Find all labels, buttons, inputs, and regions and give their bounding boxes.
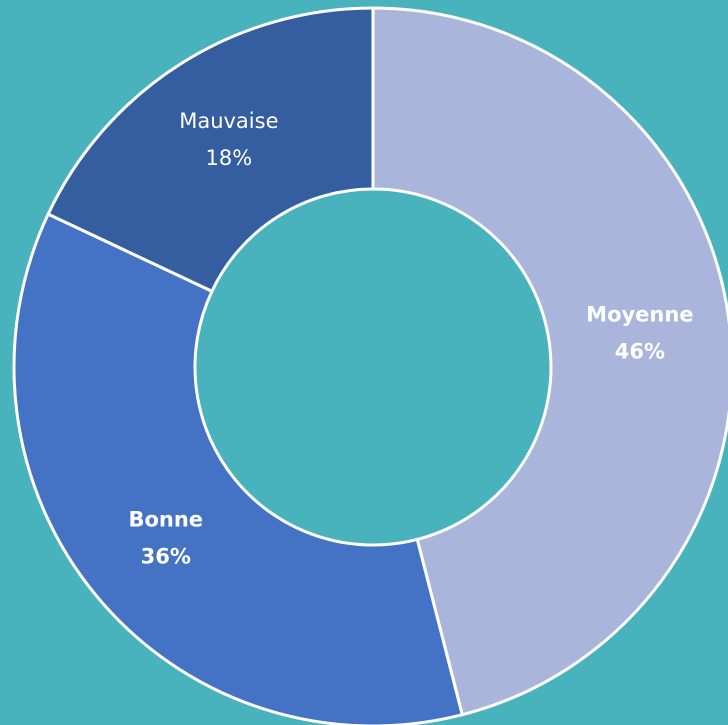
value-label: 36% bbox=[141, 544, 191, 568]
segment-label: Bonne bbox=[128, 507, 203, 531]
segment-label: Moyenne bbox=[586, 302, 693, 326]
value-label: 46% bbox=[615, 339, 665, 363]
donut-segment bbox=[46, 6, 375, 294]
segment-label: Mauvaise bbox=[179, 109, 278, 133]
value-label: 18% bbox=[206, 146, 253, 170]
donut-segment bbox=[12, 212, 465, 725]
donut-segment bbox=[371, 6, 728, 717]
